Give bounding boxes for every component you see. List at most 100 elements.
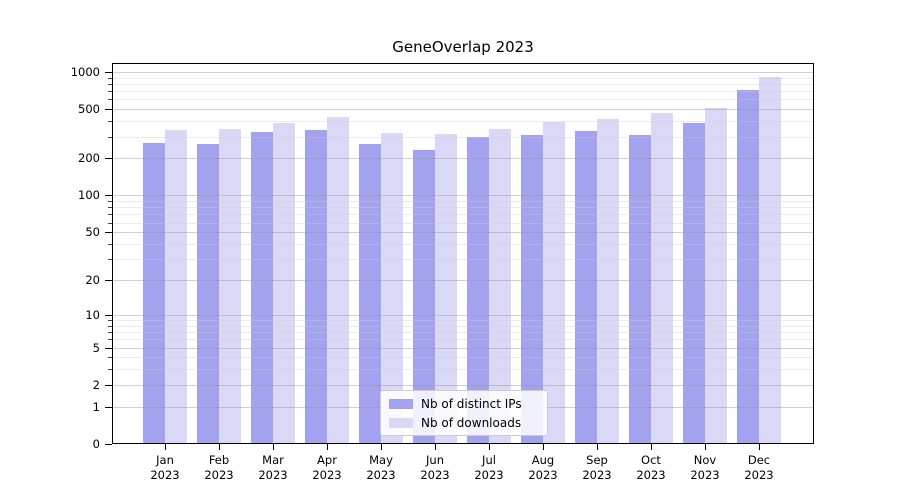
y-tick-mark: [105, 406, 112, 408]
y-minor-tick-mark: [108, 207, 112, 209]
bar: [737, 89, 759, 444]
gridline: [112, 244, 814, 245]
x-tick-label: Nov 2023: [690, 453, 720, 482]
chart-title: GeneOverlap 2023: [392, 38, 534, 56]
bar: [359, 143, 381, 444]
bar: [489, 128, 511, 444]
x-tick-mark: [381, 444, 382, 450]
bar: [705, 107, 727, 444]
bar: [143, 142, 165, 444]
gridline: [112, 136, 814, 138]
y-tick-label: 10: [85, 307, 100, 322]
y-tick-mark: [105, 444, 112, 445]
bar: [327, 116, 349, 444]
y-minor-tick-mark: [108, 339, 112, 341]
legend-swatch-downloads: [389, 417, 413, 428]
bar: [251, 131, 273, 444]
gridline: [112, 369, 814, 371]
y-minor-tick-mark: [108, 99, 112, 101]
x-tick-mark: [759, 444, 760, 450]
legend-label: Nb of distinct IPs: [421, 396, 522, 411]
gridline: [112, 232, 814, 234]
bar: [413, 149, 435, 444]
y-tick-label: 20: [85, 273, 100, 288]
y-tick-label: 1000: [70, 64, 100, 79]
y-tick-label: 50: [85, 225, 100, 240]
y-minor-tick-mark: [108, 320, 112, 321]
y-tick-label: 500: [78, 102, 100, 117]
y-minor-tick-mark: [108, 201, 112, 203]
bar: [683, 122, 705, 444]
bar: [219, 128, 241, 444]
y-minor-tick-mark: [108, 83, 112, 85]
x-tick-label: Mar 2023: [258, 453, 288, 482]
bar: [165, 129, 187, 444]
x-tick-label: Jun 2023: [420, 453, 450, 482]
y-tick-label: 2: [92, 377, 100, 392]
y-tick-label: 100: [78, 188, 100, 203]
gridline: [112, 201, 814, 203]
legend: Nb of distinct IPs Nb of downloads: [380, 390, 548, 436]
y-tick-mark: [105, 71, 112, 73]
y-minor-tick-mark: [108, 357, 112, 359]
gridline: [112, 347, 814, 349]
x-tick-mark: [705, 444, 706, 450]
y-tick-mark: [105, 109, 112, 111]
bar: [575, 130, 597, 444]
x-tick-label: Dec 2023: [744, 453, 774, 482]
legend-item: Nb of distinct IPs: [389, 396, 539, 412]
y-minor-tick-mark: [108, 259, 112, 261]
bar: [651, 113, 673, 444]
x-tick-mark: [651, 444, 652, 450]
bar: [521, 134, 543, 444]
bar: [381, 132, 403, 444]
x-tick-mark: [219, 444, 220, 450]
x-tick-label: Feb 2023: [204, 453, 234, 482]
legend-swatch-distinct_ips: [389, 398, 413, 409]
x-tick-label: Oct 2023: [636, 453, 666, 482]
gridline: [112, 207, 814, 209]
x-tick-mark: [597, 444, 598, 450]
x-tick-mark: [543, 444, 544, 450]
y-minor-tick-mark: [108, 136, 112, 138]
x-tick-label: Jan 2023: [150, 453, 180, 482]
gridline: [112, 71, 814, 73]
gridline: [112, 314, 814, 316]
gridline: [112, 357, 814, 359]
gridline: [112, 77, 814, 79]
y-minor-tick-mark: [108, 369, 112, 371]
y-tick-mark: [105, 314, 112, 316]
gridline: [112, 121, 814, 123]
y-tick-label: 0: [92, 437, 100, 451]
bar: [435, 133, 457, 444]
gridline: [112, 280, 814, 282]
x-tick-label: Apr 2023: [312, 453, 342, 482]
bar: [543, 121, 565, 444]
gridline: [112, 83, 814, 85]
y-tick-mark: [105, 232, 112, 234]
x-tick-label: Jul 2023: [474, 453, 504, 482]
y-tick-label: 5: [92, 340, 100, 355]
y-tick-mark: [105, 384, 112, 386]
gridline: [112, 214, 814, 216]
gridline: [112, 109, 814, 111]
x-tick-mark: [489, 444, 490, 450]
x-tick-label: May 2023: [366, 453, 396, 482]
y-minor-tick-mark: [108, 325, 112, 327]
bar: [273, 122, 295, 444]
bar: [597, 118, 619, 444]
gridline: [112, 384, 814, 386]
x-tick-label: Aug 2023: [528, 453, 558, 482]
y-tick-mark: [105, 158, 112, 160]
gridline: [112, 332, 814, 334]
bar: [197, 143, 219, 444]
x-tick-label: Sep 2023: [582, 453, 612, 482]
gridline: [112, 158, 814, 160]
gridline: [112, 339, 814, 341]
legend-item: Nb of downloads: [389, 415, 539, 431]
gridline: [112, 222, 814, 224]
gridline: [112, 325, 814, 327]
gridline: [112, 195, 814, 197]
y-tick-mark: [105, 347, 112, 349]
